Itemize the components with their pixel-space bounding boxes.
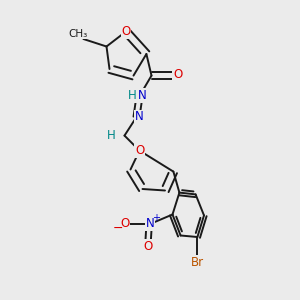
Text: N: N [146, 217, 154, 230]
Text: CH₃: CH₃ [68, 28, 88, 39]
Text: O: O [173, 68, 182, 81]
Text: O: O [135, 144, 144, 157]
Text: H: H [106, 129, 116, 142]
Text: O: O [121, 217, 130, 230]
Text: N: N [135, 110, 144, 124]
Text: N: N [138, 89, 147, 102]
Text: −: − [112, 221, 123, 235]
Text: Br: Br [191, 256, 204, 269]
Text: H: H [128, 89, 136, 102]
Text: O: O [143, 239, 152, 253]
Text: +: + [152, 213, 160, 224]
Text: O: O [122, 25, 130, 38]
